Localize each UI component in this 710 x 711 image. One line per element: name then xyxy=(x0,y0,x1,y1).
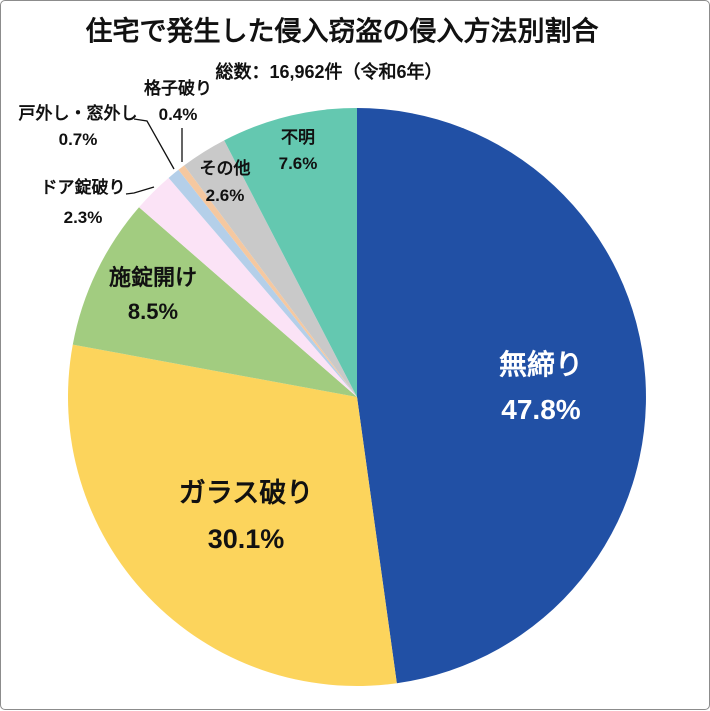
slice-label-name: 戸外し・窓外し xyxy=(18,104,138,123)
pie-slice-6 xyxy=(184,140,357,397)
slice-label-pct: 2.3% xyxy=(63,208,103,227)
slice-label-name: 不明 xyxy=(281,128,315,147)
slice-label-3: ドア錠破り 2.3% xyxy=(41,173,126,233)
pie-slice-1 xyxy=(67,344,397,686)
pie-slice-7 xyxy=(224,108,357,397)
slice-label-name: その他 xyxy=(199,159,251,178)
leader-line-4 xyxy=(133,118,175,170)
slice-label-1: ガラス破り 30.1% xyxy=(179,470,313,562)
slice-label-5: 格子破り 0.4% xyxy=(144,76,212,128)
chart-subtitle: 総数：16,962件（令和6年） xyxy=(215,62,443,82)
pie-slice-0 xyxy=(357,108,646,684)
slice-label-pct: 8.5% xyxy=(127,299,179,324)
pie-slice-4 xyxy=(168,169,357,397)
slice-label-pct: 0.7% xyxy=(58,130,98,149)
leader-line-3 xyxy=(125,186,155,195)
slice-label-0: 無締り 47.8% xyxy=(499,342,583,432)
slice-label-pct: 0.4% xyxy=(158,105,198,124)
pie-slice-3 xyxy=(139,177,357,397)
slice-label-pct: 2.6% xyxy=(205,186,245,205)
slice-label-pct: 7.6% xyxy=(278,154,318,173)
slice-label-name: 施錠開け xyxy=(108,265,198,290)
pie-slice-5 xyxy=(178,165,357,397)
slice-label-pct: 30.1% xyxy=(207,524,285,554)
slice-label-name: 無締り xyxy=(498,349,584,380)
slice-label-name: ドア錠破り xyxy=(40,178,126,197)
slice-label-7: 不明 7.6% xyxy=(279,125,318,177)
slice-label-name: ガラス破り xyxy=(178,478,314,508)
pie-slice-2 xyxy=(72,207,357,397)
slice-label-6: その他 2.6% xyxy=(200,155,251,209)
slice-label-pct: 47.8% xyxy=(501,394,581,425)
slice-label-4: 戸外し・窓外し 0.7% xyxy=(19,101,138,153)
slice-label-2: 施錠開け 8.5% xyxy=(109,261,197,329)
slice-label-name: 格子破り xyxy=(144,79,212,98)
chart-title: 住宅で発生した侵入窃盗の侵入方法別割合 xyxy=(85,16,599,47)
